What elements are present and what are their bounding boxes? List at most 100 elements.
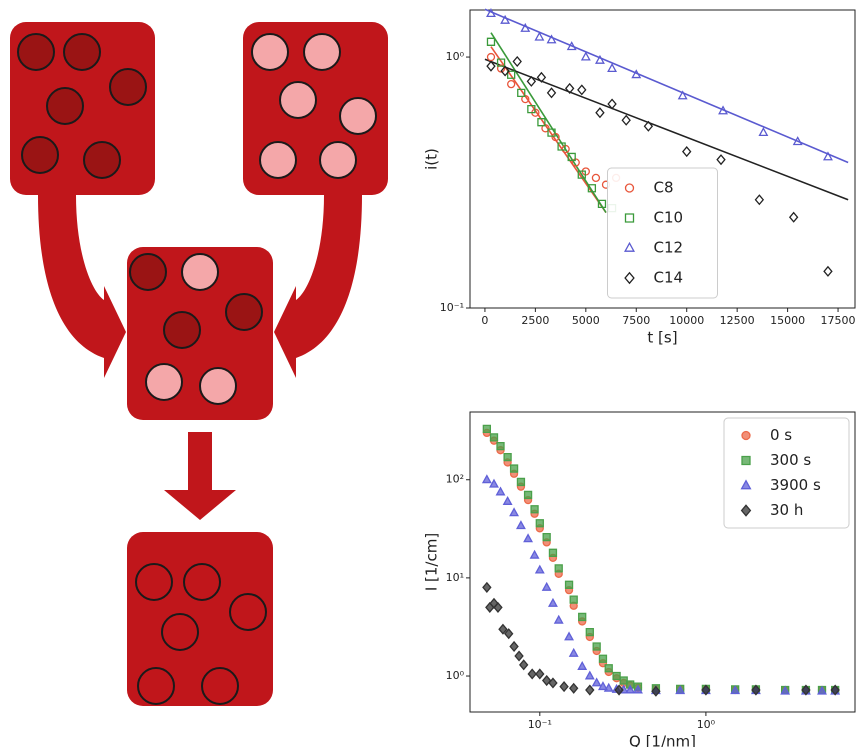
particle (47, 88, 83, 124)
data-point (531, 551, 539, 558)
data-point (756, 195, 764, 204)
data-point (586, 629, 593, 636)
data-point (483, 425, 490, 432)
data-point (683, 147, 691, 156)
data-point (570, 596, 577, 603)
data-point (599, 655, 606, 662)
data-point (510, 509, 518, 516)
data-point (578, 662, 586, 669)
legend-label: 300 s (770, 451, 811, 469)
y-tick-label: 10⁻¹ (440, 301, 464, 314)
particle (226, 294, 262, 330)
x-tick-label: 5000 (572, 314, 600, 327)
data-point (543, 534, 550, 541)
legend-marker (742, 457, 750, 465)
droplet-box (127, 532, 273, 706)
y-tick-label: 10⁰ (446, 50, 465, 63)
legend-label: C10 (654, 209, 684, 227)
data-point (824, 267, 832, 276)
data-point (592, 174, 599, 181)
data-point (605, 665, 612, 672)
data-point (593, 679, 601, 686)
schematic (10, 22, 388, 706)
legend-label: 3900 s (770, 476, 821, 494)
data-point (570, 684, 578, 693)
data-point (586, 685, 594, 694)
data-point (717, 155, 725, 164)
data-point (483, 583, 491, 592)
y-tick-label: 10² (446, 473, 464, 486)
data-point (528, 669, 536, 678)
data-point (504, 454, 511, 461)
x-tick-label: 10000 (669, 314, 704, 327)
data-point (508, 81, 515, 88)
data-point (565, 633, 573, 640)
data-point (510, 642, 518, 651)
data-point (497, 443, 504, 450)
data-point (555, 565, 562, 572)
particle (64, 34, 100, 70)
x-tick-label: 10⁻¹ (528, 718, 552, 731)
data-point (586, 672, 594, 679)
data-point (549, 549, 556, 556)
data-point (613, 673, 620, 680)
data-point (515, 651, 523, 660)
y-tick-label: 10¹ (446, 571, 464, 584)
data-point (622, 116, 630, 125)
data-point (490, 480, 498, 487)
data-point (555, 616, 563, 623)
data-point (497, 488, 505, 495)
particle (320, 142, 356, 178)
particle (280, 82, 316, 118)
legend-label: 30 h (770, 501, 803, 519)
x-tick-label: 17500 (821, 314, 856, 327)
data-point (504, 497, 512, 504)
data-point (487, 38, 494, 45)
particle (182, 254, 218, 290)
data-point (511, 465, 518, 472)
y-tick-label: 10⁰ (446, 669, 465, 682)
data-point (596, 108, 604, 117)
legend-label: 0 s (770, 426, 792, 444)
data-point (760, 128, 768, 135)
x-tick-label: 0 (481, 314, 488, 327)
data-point (531, 506, 538, 513)
down-arrow (164, 432, 236, 520)
data-point (549, 599, 557, 606)
data-point (790, 213, 798, 222)
data-point (517, 522, 525, 529)
particle (22, 137, 58, 173)
data-point (525, 491, 532, 498)
x-tick-label: 12500 (720, 314, 755, 327)
legend-label: C8 (654, 179, 674, 197)
x-tick-label: 2500 (521, 314, 549, 327)
x-tick-label: 7500 (622, 314, 650, 327)
merge-arrow (38, 195, 126, 378)
x-axis-label: t [s] (647, 329, 677, 347)
data-point (570, 649, 578, 656)
data-point (548, 88, 556, 97)
particle (200, 368, 236, 404)
data-point (487, 54, 494, 61)
particle (84, 142, 120, 178)
particle (304, 34, 340, 70)
data-point (517, 478, 524, 485)
data-point (679, 92, 687, 99)
data-point (520, 660, 528, 669)
data-point (536, 566, 544, 573)
x-tick-label: 10⁰ (697, 718, 716, 731)
data-point (513, 57, 521, 66)
data-point (524, 535, 532, 542)
data-point (483, 476, 491, 483)
particle (110, 69, 146, 105)
legend-label: C14 (654, 269, 684, 287)
data-point (608, 64, 616, 71)
particle (146, 364, 182, 400)
merge-arrow (274, 195, 362, 378)
data-point (536, 669, 544, 678)
particle (130, 254, 166, 290)
x-axis-label: Q [1/nm] (629, 733, 696, 747)
data-point (543, 583, 551, 590)
data-point (579, 613, 586, 620)
particle (164, 312, 200, 348)
